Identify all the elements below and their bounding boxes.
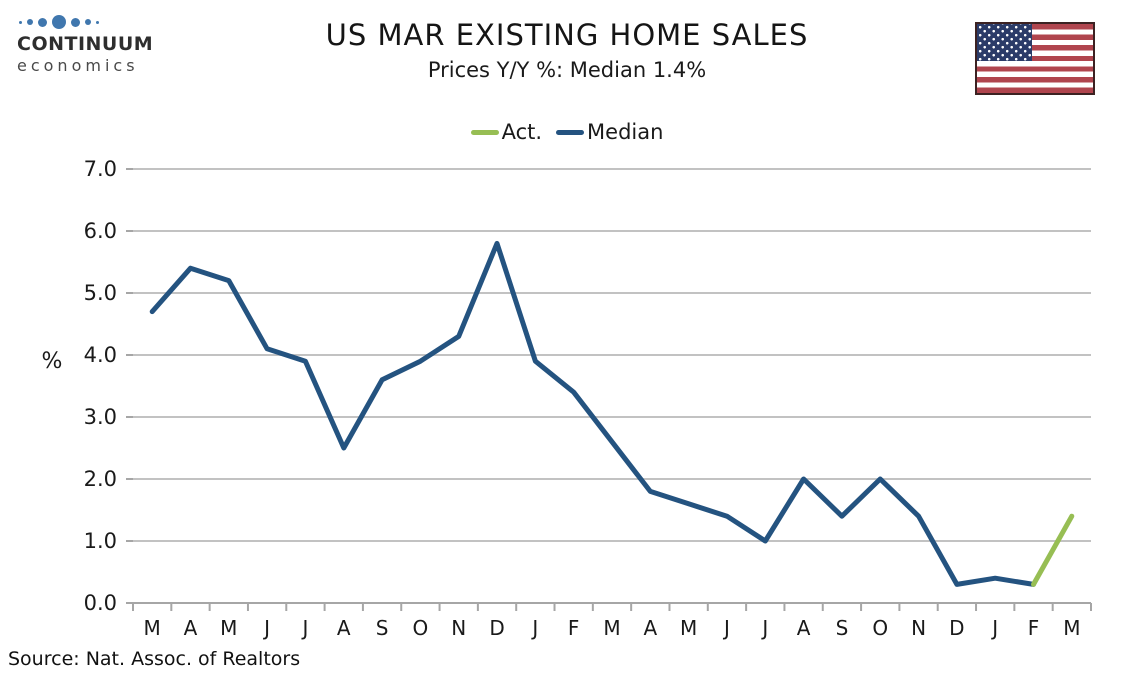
legend-item-median: Median	[556, 120, 663, 144]
series-line-act	[1031, 513, 1075, 587]
chart-title: US MAR EXISTING HOME SALES	[325, 18, 809, 52]
x-tick-label: N	[451, 616, 466, 640]
series-line-median	[149, 240, 1036, 587]
legend-label-median: Median	[587, 120, 664, 144]
us-flag-icon	[975, 22, 1095, 95]
y-tick-label: 3.0	[84, 405, 117, 429]
legend-item-act: Act.	[470, 120, 543, 144]
x-tick-label: M	[680, 616, 697, 640]
x-tick-label: M	[220, 616, 237, 640]
y-axis-title: %	[42, 349, 63, 374]
x-tick-label: O	[413, 616, 429, 640]
y-tick-label: 2.0	[84, 467, 117, 491]
y-tick-label: 5.0	[84, 281, 117, 305]
x-tick-label: F	[568, 616, 580, 640]
x-tick-label: S	[376, 616, 389, 640]
x-tick-label: M	[603, 616, 620, 640]
x-tick-label: F	[1028, 616, 1040, 640]
x-tick-label: A	[184, 616, 198, 640]
x-tick-label: J	[760, 616, 768, 640]
us-flag-canton	[977, 24, 1032, 61]
y-tick-label: 4.0	[84, 343, 117, 367]
y-tick-label: 6.0	[84, 219, 117, 243]
x-tick-label: A	[643, 616, 657, 640]
x-tick-label: S	[836, 616, 849, 640]
x-tick-label: J	[990, 616, 998, 640]
x-tick-label: D	[489, 616, 504, 640]
x-tick-label: J	[262, 616, 270, 640]
y-tick-label: 7.0	[84, 157, 117, 181]
chart-subtitle: Prices Y/Y %: Median 1.4%	[427, 58, 707, 82]
source-note: Source: Nat. Assoc. of Realtors	[8, 648, 301, 670]
x-tick-label: A	[337, 616, 351, 640]
x-tick-label: J	[300, 616, 308, 640]
x-tick-label: A	[797, 616, 811, 640]
x-tick-label: D	[949, 616, 964, 640]
x-tick-label: N	[911, 616, 926, 640]
logo-dots-icon	[19, 14, 147, 30]
legend-label-act: Act.	[501, 120, 543, 144]
logo-sub-text: economics	[17, 56, 139, 75]
logo-brand-text: CONTINUUM	[17, 33, 154, 55]
chart-legend: Act. Median	[0, 120, 1134, 144]
x-tick-label: O	[872, 616, 888, 640]
x-tick-label: J	[530, 616, 538, 640]
y-tick-label: 1.0	[84, 529, 117, 553]
x-tick-label: M	[1063, 616, 1080, 640]
act-line-swatch	[470, 129, 499, 135]
x-tick-label: J	[722, 616, 730, 640]
median-line-swatch	[556, 129, 585, 135]
x-tick-label: M	[144, 616, 161, 640]
y-tick-label: 0.0	[84, 591, 117, 615]
continuum-logo: CONTINUUM economics	[17, 14, 154, 75]
